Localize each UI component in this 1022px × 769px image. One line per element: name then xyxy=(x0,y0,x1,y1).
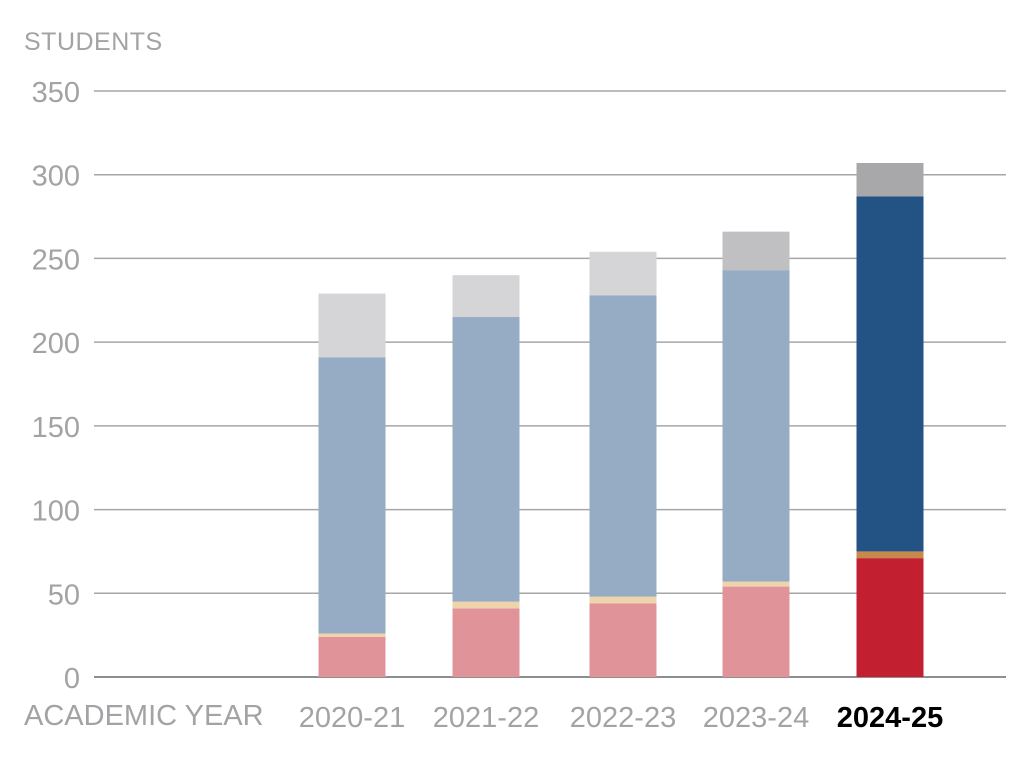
bar-segment-segment-3 xyxy=(318,357,386,634)
bar-segment-segment-2 xyxy=(722,581,790,587)
y-tick-label: 300 xyxy=(32,161,80,193)
x-tick-label: 2023-24 xyxy=(703,702,809,734)
bar-segment-segment-3 xyxy=(589,295,657,597)
y-tick-label: 150 xyxy=(32,412,80,444)
y-tick-label: 50 xyxy=(48,579,80,611)
bar-segment-segment-2 xyxy=(856,551,924,559)
bar-segment-segment-4 xyxy=(722,231,790,271)
x-tick-label: 2020-21 xyxy=(299,702,405,734)
bar-segment-segment-2 xyxy=(318,633,386,637)
bar-segment-segment-4 xyxy=(318,293,386,358)
y-tick-label: 0 xyxy=(64,663,80,695)
x-axis-title: ACADEMIC YEAR xyxy=(24,700,264,732)
bar-segment-segment-3 xyxy=(452,317,520,602)
y-tick-label: 200 xyxy=(32,328,80,360)
bar-segment-segment-1 xyxy=(318,636,386,677)
bar-segment-segment-2 xyxy=(452,601,520,609)
x-tick-label: 2022-23 xyxy=(570,702,676,734)
bar-segment-segment-4 xyxy=(452,275,520,318)
bar-segment-segment-4 xyxy=(589,251,657,296)
bar-segment-segment-1 xyxy=(856,558,924,677)
x-tick-label: 2024-25 xyxy=(837,702,943,734)
bar-segment-segment-1 xyxy=(589,603,657,677)
y-tick-label: 350 xyxy=(32,77,80,109)
bar-segment-segment-4 xyxy=(856,162,924,197)
bar-segment-segment-1 xyxy=(722,586,790,677)
x-tick-label: 2021-22 xyxy=(433,702,539,734)
bar-segment-segment-2 xyxy=(589,596,657,604)
y-tick-label: 100 xyxy=(32,496,80,528)
y-axis-unit-label: STUDENTS xyxy=(24,28,163,56)
bar-segment-segment-3 xyxy=(722,270,790,582)
y-tick-label: 250 xyxy=(32,244,80,276)
bar-segment-segment-3 xyxy=(856,196,924,552)
bar-segment-segment-1 xyxy=(452,608,520,677)
